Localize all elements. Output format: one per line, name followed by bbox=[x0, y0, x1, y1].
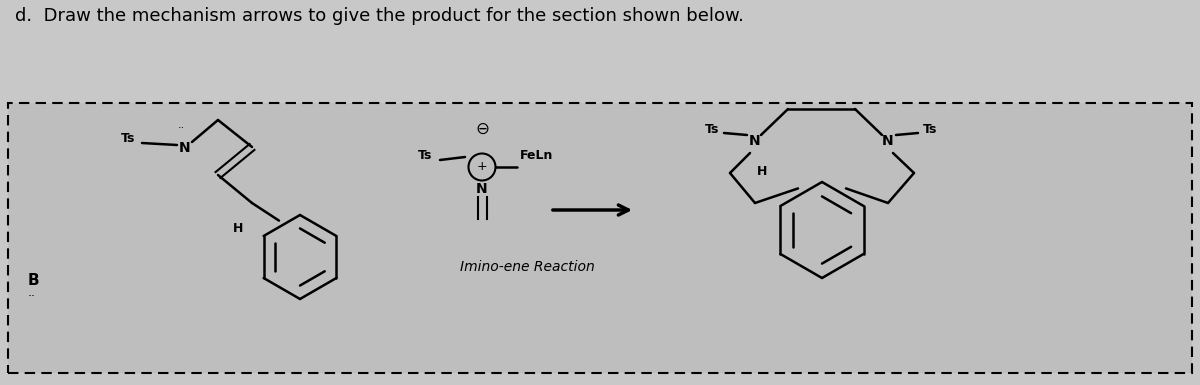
Text: N: N bbox=[476, 182, 488, 196]
Text: Ts: Ts bbox=[704, 122, 719, 136]
FancyBboxPatch shape bbox=[8, 103, 1192, 373]
Text: ··: ·· bbox=[28, 291, 36, 303]
Text: H: H bbox=[233, 222, 244, 235]
Text: B: B bbox=[28, 273, 40, 288]
Text: ··: ·· bbox=[178, 123, 185, 133]
Text: d.  Draw the mechanism arrows to give the product for the section shown below.: d. Draw the mechanism arrows to give the… bbox=[14, 7, 744, 25]
Text: N: N bbox=[179, 141, 191, 155]
Text: Ts: Ts bbox=[418, 149, 432, 161]
Text: Imino-ene Reaction: Imino-ene Reaction bbox=[460, 260, 595, 274]
Text: +: + bbox=[476, 159, 487, 172]
Text: Ts: Ts bbox=[923, 122, 937, 136]
Text: N: N bbox=[882, 134, 894, 148]
Text: Ts: Ts bbox=[121, 132, 136, 144]
Text: ⊖: ⊖ bbox=[475, 120, 488, 138]
Text: H: H bbox=[757, 165, 767, 178]
Text: FeLn: FeLn bbox=[520, 149, 553, 161]
Text: N: N bbox=[749, 134, 761, 148]
